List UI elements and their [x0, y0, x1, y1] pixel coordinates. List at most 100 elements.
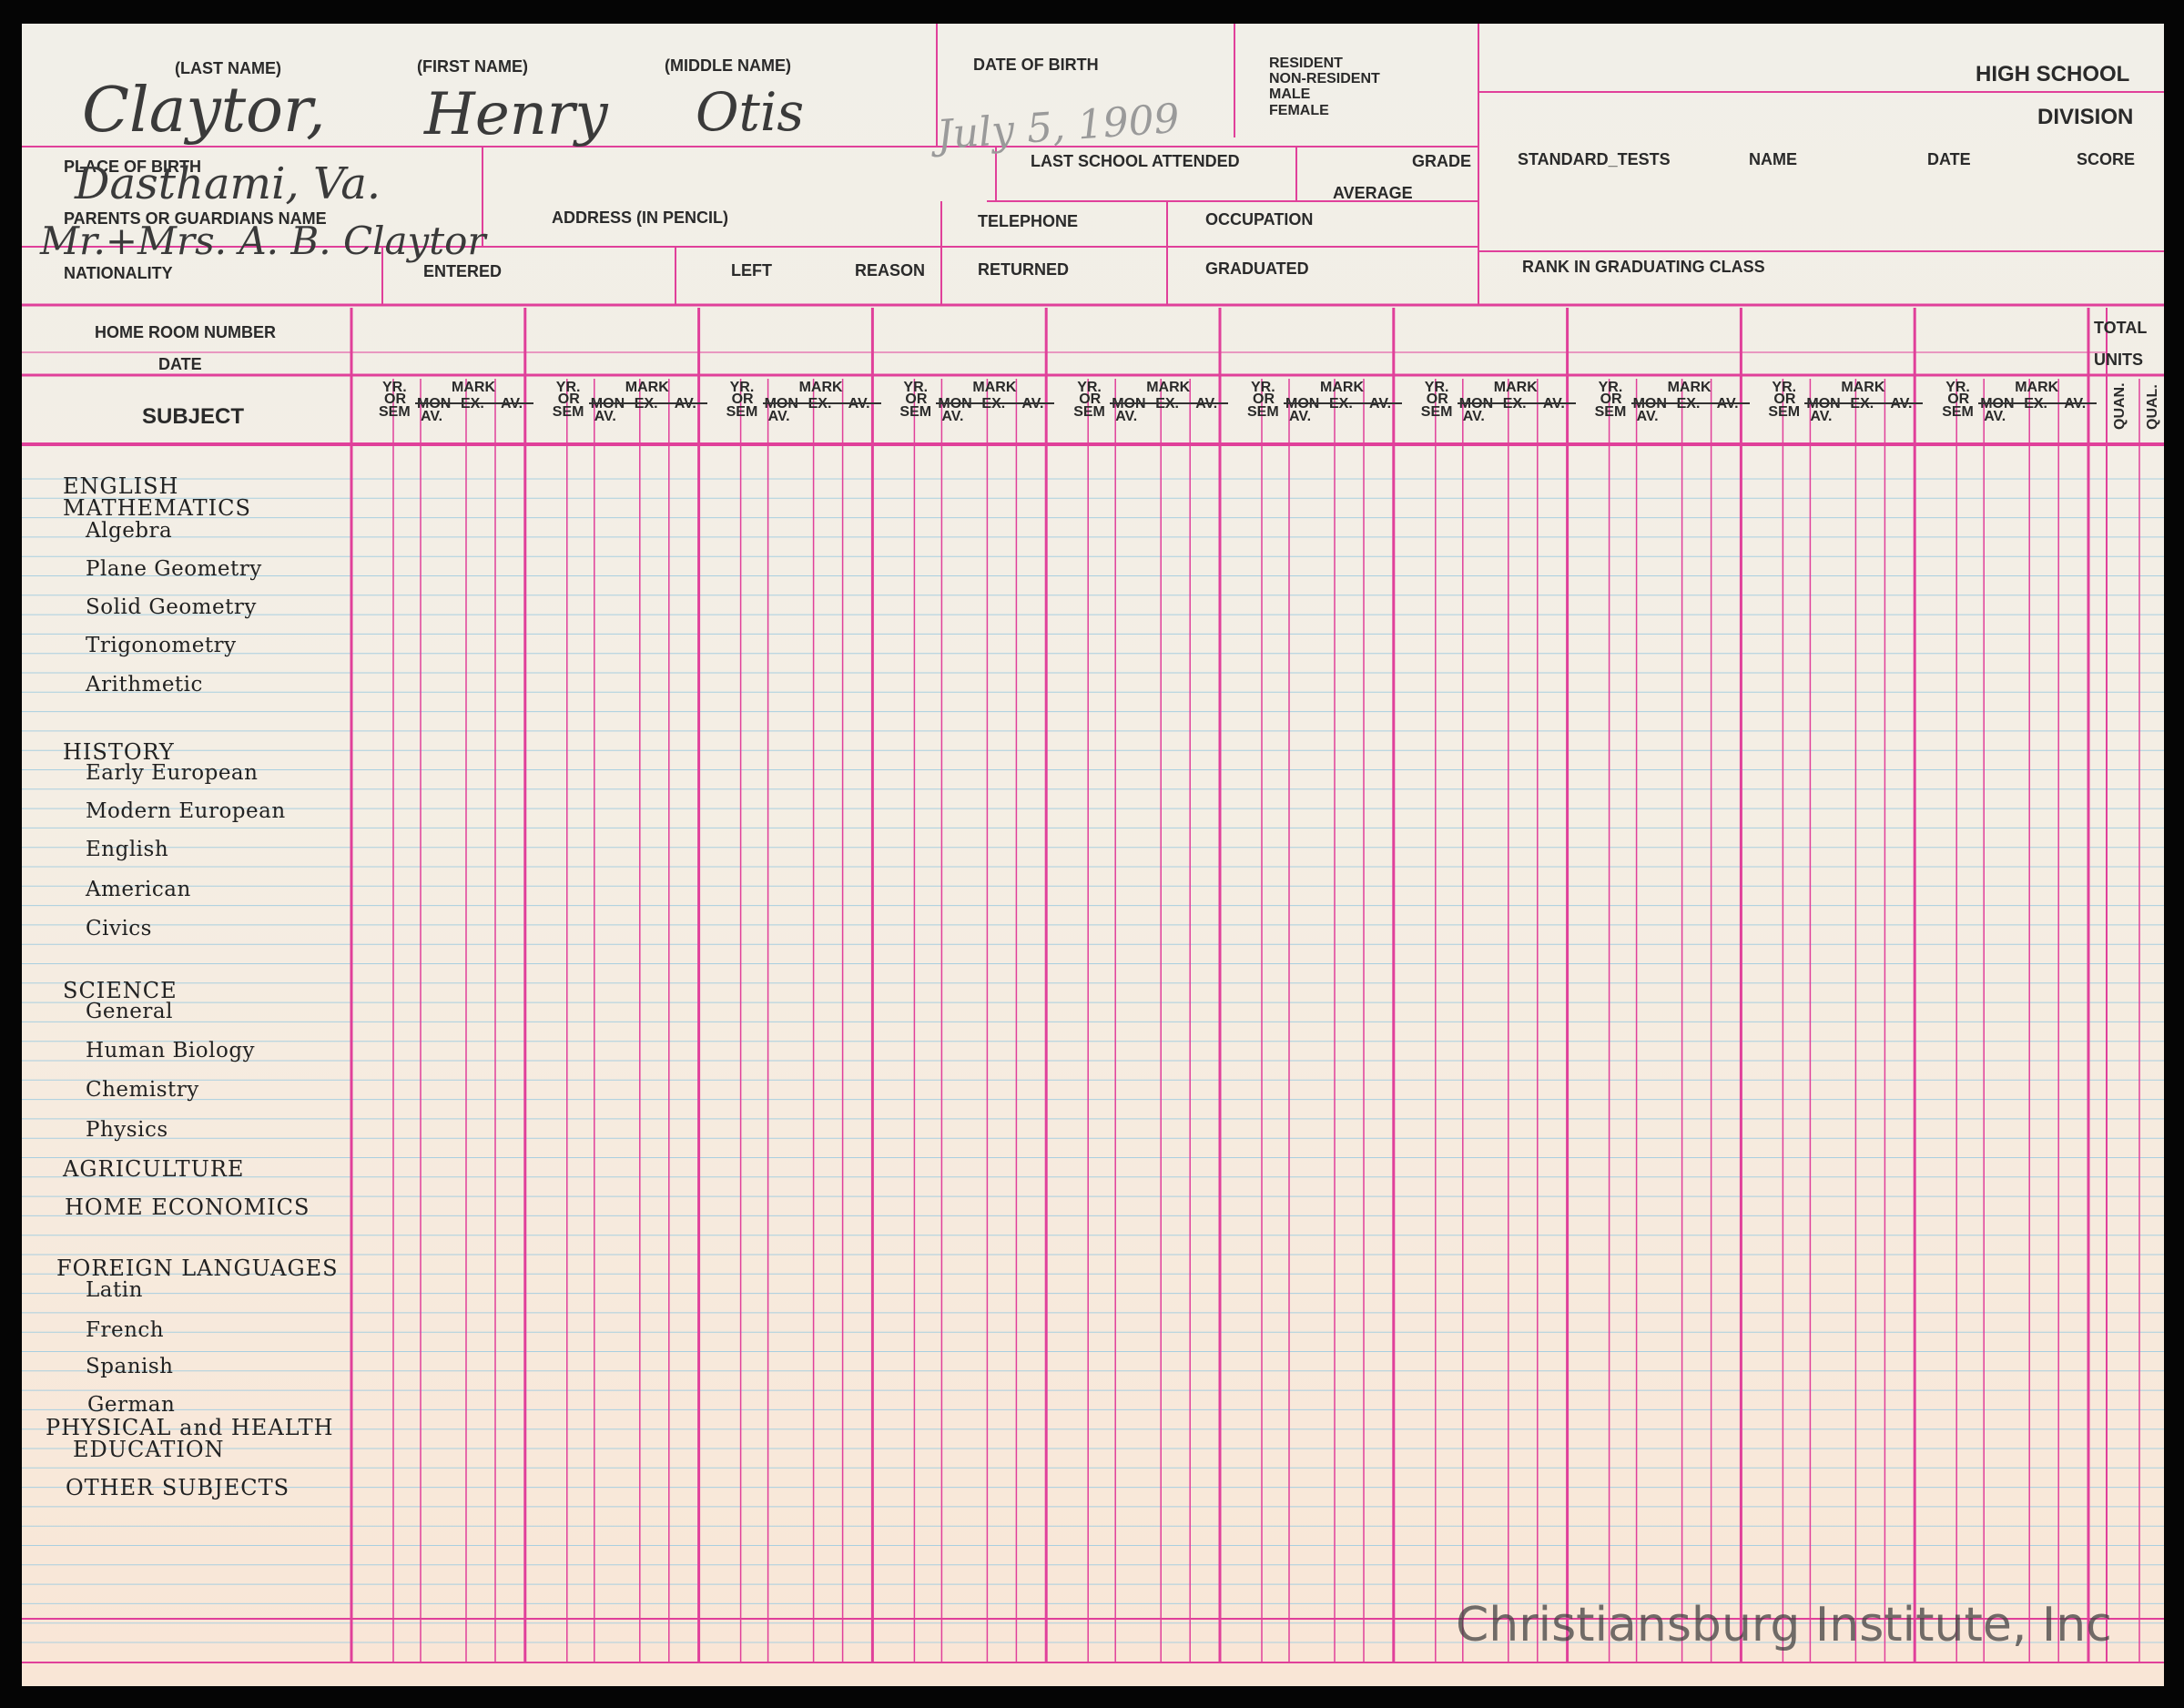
term-5-mark-rule: [1110, 402, 1229, 404]
handwritten-last-name: Claytor,: [82, 75, 326, 147]
term-3-av-label: AV.: [848, 397, 870, 412]
place-of-birth-label: PLACE OF BIRTH: [64, 158, 201, 176]
term-3-mon-av-label: AV.: [767, 409, 790, 424]
term-6-mark-rule: [1284, 402, 1402, 404]
grade-label: GRADE: [1412, 152, 1472, 170]
term-1-sem-label: SEM: [379, 404, 411, 420]
term-5-mark-label: MARK: [1146, 380, 1191, 395]
term-9-sem-label: SEM: [1768, 404, 1801, 420]
term-3-mark-label: MARK: [798, 380, 843, 395]
term-4-yr-label: YR.: [903, 380, 929, 395]
term-8-mon-av-label: AV.: [1636, 409, 1659, 424]
term-8-sem-label: SEM: [1594, 404, 1627, 420]
term-1-ex-label: EX.: [461, 397, 484, 412]
term-7-mark-rule: [1457, 402, 1576, 404]
ruled-grid: [22, 24, 2164, 1663]
subject-other-subjects: OTHER SUBJECTS: [66, 1475, 290, 1500]
term-4-mark-rule: [936, 402, 1055, 404]
term-2-ex-label: EX.: [635, 397, 658, 412]
subject-header-label: SUBJECT: [142, 404, 245, 429]
middle-name-label: (MIDDLE NAME): [665, 56, 791, 75]
term-3-yr-label: YR.: [729, 380, 755, 395]
term-9-ex-label: EX.: [1850, 397, 1874, 412]
term-2-av-label: AV.: [675, 397, 696, 412]
term-10-sem-label: SEM: [1942, 404, 1974, 420]
term-4-av-label: AV.: [1021, 397, 1043, 412]
term-9-or-label: OR: [1773, 391, 1796, 407]
subject-general: General: [86, 1000, 173, 1023]
units-label: UNITS: [2094, 351, 2143, 369]
term-6-mark-label: MARK: [1320, 380, 1364, 395]
occupation-label: OCCUPATION: [1205, 210, 1314, 229]
quan-label: QUAN.: [2112, 382, 2128, 430]
standard-tests-label: STANDARD_TESTS: [1518, 150, 1671, 168]
term-6-mon-av-label: AV.: [1289, 409, 1312, 424]
term-9-mark-rule: [1804, 402, 1924, 404]
term-10-or-label: OR: [1947, 391, 1970, 407]
term-1-yr-label: YR.: [382, 380, 407, 395]
tests-score-label: SCORE: [2077, 150, 2136, 168]
entered-label: ENTERED: [423, 262, 503, 280]
term-1-mark-rule: [415, 402, 533, 404]
returned-label: RETURNED: [978, 260, 1070, 279]
term-4-ex-label: EX.: [981, 397, 1005, 412]
term-2-yr-label: YR.: [555, 380, 581, 395]
subject-solid-geometry: Solid Geometry: [86, 595, 257, 619]
subject-plane-geometry: Plane Geometry: [86, 557, 262, 581]
term-9-yr-label: YR.: [1772, 380, 1797, 395]
term-5-yr-label: YR.: [1077, 380, 1102, 395]
term-5-mon-av-label: AV.: [1115, 409, 1138, 424]
non-resident-label: NON-RESIDENT: [1269, 71, 1380, 86]
subject-human-biology: Human Biology: [86, 1039, 256, 1062]
last-name-label: (LAST NAME): [175, 59, 281, 77]
subject-algebra: Algebra: [86, 519, 173, 543]
term-5-ex-label: EX.: [1155, 397, 1179, 412]
term-7-mark-label: MARK: [1493, 380, 1538, 395]
subject-history: HISTORY: [63, 739, 175, 765]
rank-label: RANK IN GRADUATING CLASS: [1522, 258, 1765, 276]
term-10-av-label: AV.: [2064, 397, 2086, 412]
subject-agriculture: AGRICULTURE: [63, 1156, 245, 1182]
term-2-mark-rule: [588, 402, 707, 404]
home-room-number-label: HOME ROOM NUMBER: [95, 323, 276, 341]
handwritten-middle-name: Otis: [696, 81, 805, 143]
handwritten-parents: Mr.+Mrs. A. B. Claytor: [40, 219, 486, 263]
term-2-or-label: OR: [557, 391, 580, 407]
subject-spanish: Spanish: [86, 1355, 174, 1378]
term-10-ex-label: EX.: [2024, 397, 2047, 412]
subject-physics: Physics: [86, 1118, 168, 1142]
male-label: MALE: [1269, 86, 1311, 102]
term-1-mon-av-label: AV.: [421, 409, 443, 424]
term-9-av-label: AV.: [1890, 397, 1912, 412]
average-label: AVERAGE: [1333, 184, 1413, 202]
term-1-or-label: OR: [384, 391, 406, 407]
term-7-yr-label: YR.: [1424, 380, 1449, 395]
home-room-date-label: DATE: [158, 355, 202, 373]
subject-chemistry: Chemistry: [86, 1078, 199, 1102]
subject-foreign-languages: FOREIGN LANGUAGES: [56, 1256, 339, 1281]
term-1-mark-label: MARK: [452, 380, 495, 395]
term-8-ex-label: EX.: [1677, 397, 1701, 412]
term-6-yr-label: YR.: [1251, 380, 1275, 395]
address-label: ADDRESS (IN PENCIL): [552, 208, 729, 227]
term-1-av-label: AV.: [501, 397, 523, 412]
resident-label: RESIDENT: [1269, 56, 1343, 71]
tests-name-label: NAME: [1749, 150, 1797, 168]
term-3-or-label: OR: [731, 391, 754, 407]
term-7-or-label: OR: [1426, 391, 1448, 407]
subject-french: French: [86, 1318, 165, 1342]
term-7-sem-label: SEM: [1420, 404, 1453, 420]
term-8-mark-rule: [1630, 402, 1750, 404]
total-label: TOTAL: [2094, 319, 2148, 337]
subject-latin: Latin: [86, 1278, 143, 1302]
subject-trigonometry: Trigonometry: [86, 634, 237, 657]
nationality-label: NATIONALITY: [64, 264, 173, 282]
handwritten-place-of-birth: Dasthami, Va.: [75, 158, 381, 209]
subject-civics: Civics: [86, 917, 152, 940]
female-label: FEMALE: [1269, 103, 1329, 118]
high-school-label: HIGH SCHOOL: [1976, 62, 2130, 86]
term-5-or-label: OR: [1079, 391, 1102, 407]
term-6-sem-label: SEM: [1247, 404, 1279, 420]
term-2-sem-label: SEM: [552, 404, 584, 420]
subject-english: ENGLISH: [63, 473, 179, 499]
